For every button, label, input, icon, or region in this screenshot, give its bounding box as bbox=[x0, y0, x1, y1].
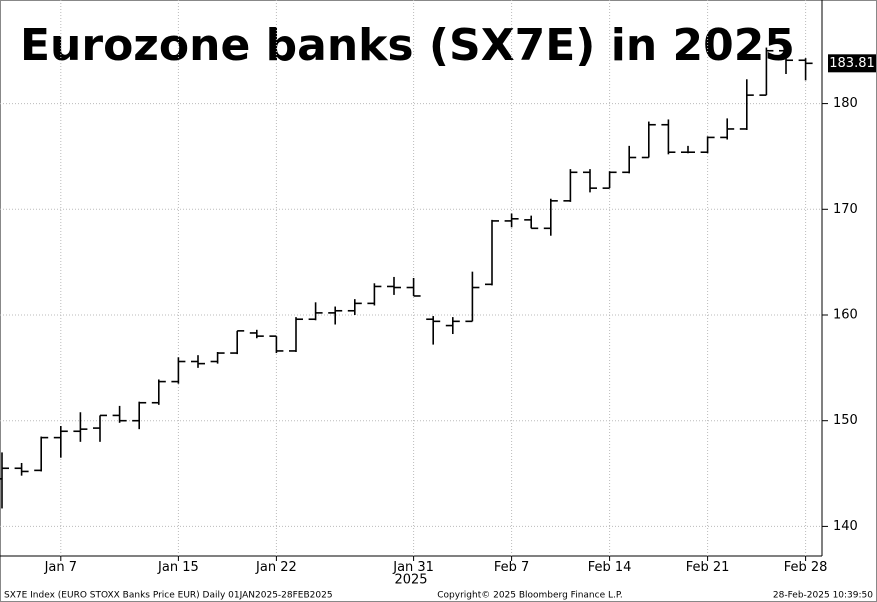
last-price-label: 183.81 bbox=[829, 56, 875, 71]
y-tick-label: 160 bbox=[833, 307, 858, 322]
x-tick-label: Feb 28 bbox=[784, 560, 828, 575]
last-price-badge bbox=[828, 54, 876, 73]
y-tick-label: 180 bbox=[833, 96, 858, 111]
x-tick-label: Jan 31 bbox=[392, 560, 434, 575]
x-tick-label: Jan 22 bbox=[255, 560, 297, 575]
footer-source: SX7E Index (EURO STOXX Banks Price EUR) … bbox=[4, 591, 333, 601]
x-tick-label: Feb 7 bbox=[494, 560, 529, 575]
footer-timestamp: 28-Feb-2025 10:39:50 bbox=[773, 591, 873, 601]
x-tick-label: Feb 14 bbox=[588, 560, 632, 575]
y-tick-label: 150 bbox=[833, 413, 858, 428]
y-tick-label: 170 bbox=[833, 202, 858, 217]
y-tick-label: 140 bbox=[833, 519, 858, 534]
x-tick-label: Jan 15 bbox=[157, 560, 199, 575]
x-tick-label: Jan 7 bbox=[44, 560, 77, 575]
chart-title: Eurozone banks (SX7E) in 2025 bbox=[20, 20, 795, 71]
x-sublabel: 2025 bbox=[394, 573, 427, 588]
footer-copyright: Copyright© 2025 Bloomberg Finance L.P. bbox=[437, 591, 622, 601]
x-tick-label: Feb 21 bbox=[686, 560, 730, 575]
